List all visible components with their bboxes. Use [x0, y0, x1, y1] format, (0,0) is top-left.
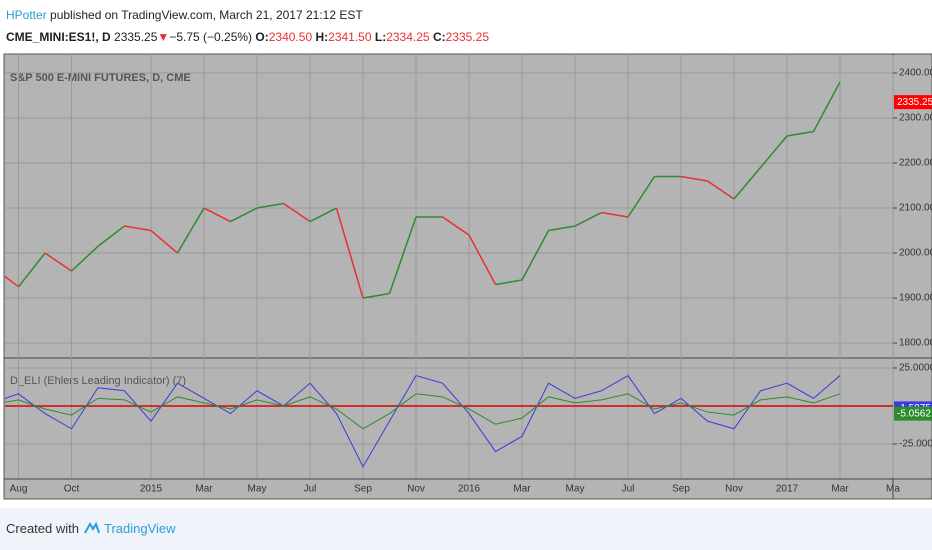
last-price-box	[894, 95, 932, 110]
chart: S&P 500 E-MINI FUTURES, D, CME D_ELI (Eh…	[3, 53, 932, 500]
price-segment	[812, 81, 841, 132]
price-segment	[362, 292, 390, 299]
symbol: CME_MINI:ES1!, D	[6, 30, 111, 44]
price-segment	[468, 234, 497, 285]
price-segment	[283, 202, 311, 223]
price-segment	[627, 176, 656, 218]
x-tick-label: Nov	[407, 484, 425, 495]
y-tick-label: 2400.00	[899, 68, 932, 79]
indicator-line	[5, 393, 841, 430]
price-segment	[548, 225, 576, 232]
x-tick-label: Nov	[725, 484, 743, 495]
change: −5.75 (−0.25%)	[169, 30, 253, 44]
ohlc-label: H:	[315, 30, 329, 44]
price-segment	[309, 207, 337, 223]
ohlc-value: 2340.50	[268, 30, 313, 44]
price-segment	[707, 180, 735, 200]
price-segment	[680, 175, 708, 182]
price-segment	[733, 167, 762, 200]
price-segment	[97, 225, 125, 247]
x-tick-label: Sep	[672, 484, 690, 495]
y-tick-label: 2300.00	[899, 113, 932, 124]
published: published on TradingView.com, March 21, …	[50, 8, 363, 22]
price-segment	[230, 207, 258, 223]
brand[interactable]: TradingView	[104, 521, 176, 536]
price-segment	[256, 202, 284, 209]
x-tick-label: Jul	[622, 484, 635, 495]
price-segment	[495, 279, 523, 286]
indicator-line	[5, 374, 841, 468]
x-tick-label: May	[248, 484, 267, 495]
ohlc-label: C:	[432, 30, 446, 44]
price-segment	[176, 207, 205, 254]
ohlc-label: O:	[255, 30, 269, 44]
price-segment	[601, 211, 629, 218]
y-tick-label: 25.0000	[899, 363, 932, 374]
price-segment	[786, 130, 814, 137]
chart-frame	[3, 53, 932, 500]
x-tick-label: 2017	[776, 484, 799, 495]
x-tick-label: Mar	[831, 484, 849, 495]
footer: Created with TradingView	[0, 508, 932, 550]
logo	[84, 521, 100, 534]
price-segment	[388, 216, 417, 294]
created-with: Created with	[6, 521, 79, 536]
chart-title: S&P 500 E-MINI FUTURES, D, CME	[10, 72, 191, 84]
last-value-label: -5.0562	[897, 408, 931, 419]
y-tick-label: 1900.00	[899, 293, 932, 304]
price: 2335.25	[114, 30, 158, 44]
price-segment	[5, 275, 19, 288]
x-tick-label: Ma	[886, 484, 900, 495]
publish-line: HPotter published on TradingView.com, Ma…	[6, 4, 489, 26]
price-segment	[17, 252, 46, 288]
y-tick-label: 2100.00	[899, 203, 932, 214]
x-tick-label: Oct	[64, 484, 80, 495]
x-tick-label: 2016	[458, 484, 481, 495]
x-tick-label: Mar	[513, 484, 531, 495]
x-tick-label: Mar	[195, 484, 213, 495]
price-segment	[150, 229, 178, 254]
header: HPotter published on TradingView.com, Ma…	[6, 4, 489, 48]
x-tick-label: 2015	[140, 484, 163, 495]
arrow: ▼	[157, 30, 170, 44]
y-tick-label: 2000.00	[899, 248, 932, 259]
ohlc-value: 2334.25	[386, 30, 430, 44]
price-segment	[521, 230, 550, 281]
y-tick-label: 2200.00	[899, 158, 932, 169]
indicator-title: D_ELI (Ehlers Leading Indicator) (7)	[10, 375, 186, 387]
price-segment	[124, 225, 152, 232]
price-segment	[44, 252, 72, 272]
y-tick-label: 1800.00	[899, 338, 932, 349]
y-tick-label: -25.0000	[899, 439, 932, 450]
price-segment	[574, 211, 602, 227]
x-tick-label: Sep	[354, 484, 372, 495]
plot	[5, 81, 841, 299]
plot	[5, 374, 893, 468]
last-price-label: 2335.25	[897, 97, 932, 108]
x-tick-label: Jul	[304, 484, 317, 495]
ohlc-label: L:	[374, 30, 387, 44]
price-segment	[442, 216, 470, 236]
price-segment	[70, 245, 99, 272]
ohlc-value: 2335.25	[445, 30, 489, 44]
x-tick-label: May	[566, 484, 585, 495]
price-segment	[203, 207, 231, 223]
last-value-box	[894, 406, 932, 421]
author[interactable]: HPotter	[6, 8, 47, 22]
ohlc-value: 2341.50	[328, 30, 372, 44]
price-segment	[335, 207, 364, 299]
price-segment	[759, 135, 788, 169]
symbol-line: CME_MINI:ES1!, D 2335.25▼−5.75 (−0.25%) …	[6, 26, 489, 48]
x-tick-label: Aug	[10, 484, 28, 495]
